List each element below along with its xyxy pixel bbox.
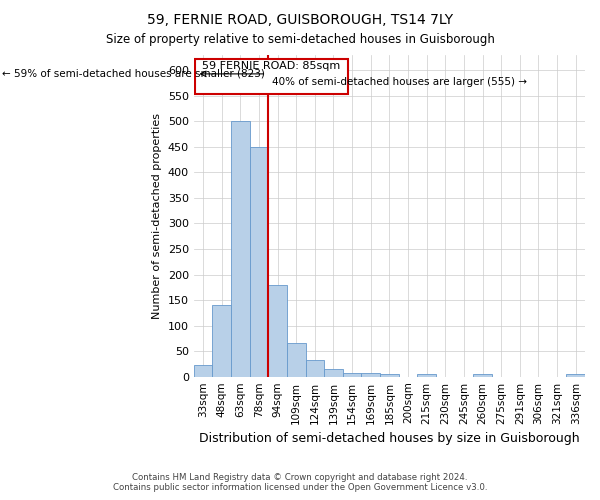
Bar [361, 373, 380, 376]
FancyBboxPatch shape [194, 58, 349, 94]
Bar [212, 305, 231, 376]
Text: ← 59% of semi-detached houses are smaller (823): ← 59% of semi-detached houses are smalle… [2, 69, 265, 79]
Bar [418, 374, 436, 376]
Bar [287, 344, 305, 376]
Bar [268, 285, 287, 376]
Text: Contains HM Land Registry data © Crown copyright and database right 2024.
Contai: Contains HM Land Registry data © Crown c… [113, 473, 487, 492]
Bar [194, 366, 212, 376]
Text: 59 FERNIE ROAD: 85sqm: 59 FERNIE ROAD: 85sqm [202, 60, 341, 70]
Text: 59, FERNIE ROAD, GUISBOROUGH, TS14 7LY: 59, FERNIE ROAD, GUISBOROUGH, TS14 7LY [147, 12, 453, 26]
Bar [231, 122, 250, 376]
Bar [566, 374, 585, 376]
Bar [250, 147, 268, 376]
Text: 40% of semi-detached houses are larger (555) →: 40% of semi-detached houses are larger (… [272, 76, 527, 86]
Bar [473, 374, 492, 376]
Bar [343, 373, 361, 376]
Text: Size of property relative to semi-detached houses in Guisborough: Size of property relative to semi-detach… [106, 32, 494, 46]
Bar [305, 360, 324, 376]
X-axis label: Distribution of semi-detached houses by size in Guisborough: Distribution of semi-detached houses by … [199, 432, 580, 445]
Y-axis label: Number of semi-detached properties: Number of semi-detached properties [152, 113, 162, 319]
Bar [380, 374, 398, 376]
Bar [324, 368, 343, 376]
